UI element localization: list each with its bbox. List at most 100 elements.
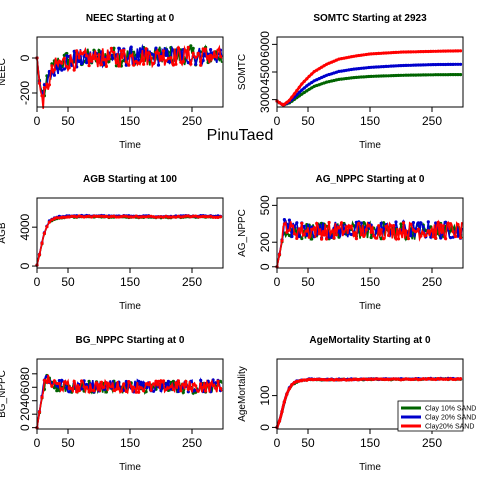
data-point <box>362 377 366 381</box>
data-point <box>439 236 443 240</box>
data-point <box>57 216 61 220</box>
data-point <box>127 63 131 67</box>
data-point <box>312 226 316 230</box>
data-point <box>297 90 301 94</box>
data-point <box>94 57 99 61</box>
y-tick-label: 100 <box>258 385 272 405</box>
data-point <box>330 235 334 239</box>
data-point <box>218 386 223 390</box>
data-point <box>441 62 445 67</box>
data-point <box>85 61 89 65</box>
data-point <box>65 54 69 58</box>
data-point <box>75 215 79 219</box>
data-point <box>117 64 121 68</box>
data-point <box>285 230 289 234</box>
data-point <box>174 62 178 66</box>
data-point <box>119 215 123 219</box>
data-point <box>369 235 373 240</box>
data-point <box>334 377 339 381</box>
series-line <box>36 214 222 266</box>
data-point <box>456 222 460 227</box>
data-point <box>147 214 151 218</box>
data-point <box>384 225 388 229</box>
data-point <box>456 73 460 77</box>
data-point <box>325 237 329 241</box>
data-point <box>137 390 141 394</box>
data-point <box>104 214 108 218</box>
data-point <box>362 75 366 79</box>
y-tick-label: 4500 <box>258 58 272 85</box>
data-point <box>159 55 163 59</box>
data-point <box>446 49 450 53</box>
data-point <box>55 384 59 388</box>
data-point <box>377 65 381 69</box>
data-point <box>287 233 291 238</box>
x-tick-label: 50 <box>61 114 75 128</box>
data-point <box>154 46 158 50</box>
data-point <box>156 379 161 383</box>
chart-title: AgeMortality Starting at 0 <box>309 335 431 346</box>
data-point <box>310 86 314 90</box>
data-point <box>137 61 141 65</box>
data-point <box>209 48 213 52</box>
data-point <box>174 381 178 385</box>
data-point <box>396 64 401 68</box>
data-point <box>446 221 450 225</box>
data-point <box>290 95 294 99</box>
data-point <box>67 66 71 70</box>
data-point <box>80 214 84 219</box>
data-point <box>290 383 294 387</box>
data-point <box>396 377 401 381</box>
data-point <box>389 74 393 78</box>
chart-panel-6: 0 50 150 250 0 100 AgeMortality Starting at 0 T… <box>237 335 464 473</box>
data-point <box>176 46 180 50</box>
data-point <box>332 78 336 83</box>
data-point <box>295 236 299 240</box>
series-line <box>276 49 462 107</box>
data-point <box>57 59 61 63</box>
y-axis-label: AG_NPPC <box>237 209 248 257</box>
legend-label: Clay 20% SAND <box>425 415 476 422</box>
data-point <box>354 220 358 224</box>
data-point <box>322 74 326 78</box>
data-point <box>429 377 433 381</box>
data-point <box>379 237 383 241</box>
data-point <box>307 87 311 91</box>
data-point <box>60 387 64 391</box>
data-point <box>277 419 282 423</box>
data-point <box>357 53 361 58</box>
data-point <box>424 377 428 381</box>
data-point <box>174 215 178 219</box>
x-tick-label: 0 <box>274 275 281 289</box>
data-point <box>431 63 435 67</box>
data-point <box>189 386 193 390</box>
plot-frame <box>36 358 224 430</box>
data-point <box>369 52 373 56</box>
data-point <box>317 232 321 236</box>
data-point <box>307 377 311 381</box>
data-point <box>414 377 418 381</box>
data-point <box>62 215 66 219</box>
data-point <box>436 73 440 77</box>
data-point <box>211 215 215 219</box>
data-point <box>389 224 393 228</box>
data-point <box>102 58 106 62</box>
data-point <box>194 55 198 59</box>
data-point <box>166 386 170 390</box>
x-tick-label: 50 <box>301 114 315 128</box>
data-point <box>419 63 423 67</box>
chart-title: AGB Starting at 100 <box>83 174 177 185</box>
y-tick-label: -200 <box>18 81 32 105</box>
data-point <box>47 220 52 224</box>
data-point <box>80 379 84 383</box>
data-point <box>347 224 351 228</box>
data-point <box>159 379 163 383</box>
data-point <box>127 380 131 384</box>
data-point <box>399 73 403 77</box>
data-point <box>77 59 81 64</box>
chart-panel-3: 0 50 150 250 0 4000 AGB Starting at 100 Time AGB <box>0 174 224 312</box>
data-point <box>364 52 368 57</box>
y-tick-label: 60 <box>18 380 32 394</box>
data-point <box>137 58 141 62</box>
data-point <box>357 75 361 79</box>
